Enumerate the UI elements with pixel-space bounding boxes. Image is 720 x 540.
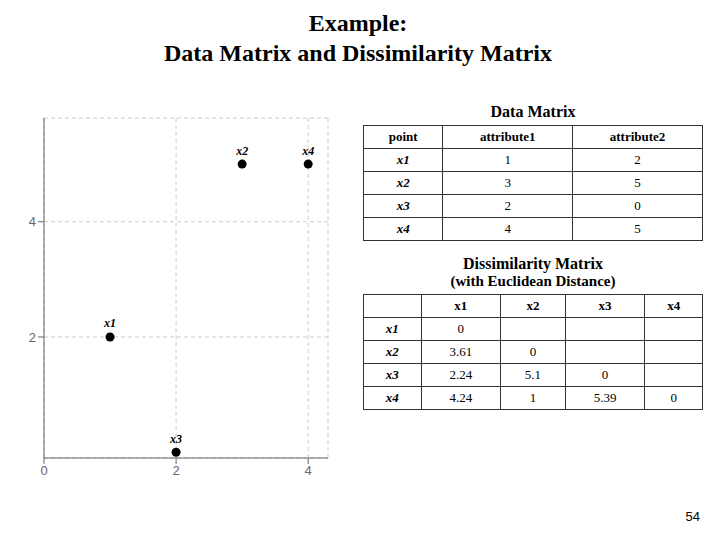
html-text:3: 3 <box>504 175 511 190</box>
html-text:3.61: 3.61 <box>449 344 473 359</box>
html-text:0: 0 <box>634 198 641 213</box>
html-text:x1: x1 <box>396 152 410 167</box>
html-text:0: 0 <box>529 344 537 359</box>
svg-text:2: 2 <box>172 463 179 478</box>
html-text:x3: x3 <box>598 298 612 313</box>
html-text:(with Euclidean Distance): (with Euclidean Distance) <box>450 273 616 289</box>
html-text:1: 1 <box>529 390 537 405</box>
html-text:x2: x2 <box>385 344 399 359</box>
html-text:x1: x1 <box>385 321 399 336</box>
html-text:0: 0 <box>457 321 465 336</box>
html-text:x1: x1 <box>454 298 468 313</box>
html-text:point: point <box>388 129 418 144</box>
svg-text:x2: x2 <box>235 144 248 158</box>
html-text:attribute2: attribute2 <box>609 129 666 144</box>
svg-text:4: 4 <box>29 214 36 229</box>
svg-text:4: 4 <box>305 463 312 478</box>
html-text:5: 5 <box>634 175 641 190</box>
html-text:4.24: 4.24 <box>449 390 473 405</box>
html-text:54: 54 <box>685 509 700 524</box>
html-text:5: 5 <box>634 221 641 236</box>
html-text:x3: x3 <box>385 367 399 382</box>
html-text:Example:: Example: <box>308 10 408 36</box>
html-text:x2: x2 <box>526 298 540 313</box>
html-text:x4: x4 <box>385 390 399 405</box>
svg-text:x3: x3 <box>169 432 182 446</box>
svg-text:0: 0 <box>40 463 47 478</box>
html-text:5.1: 5.1 <box>524 367 542 382</box>
html-text:Data Matrix and Dissimilarity: Data Matrix and Dissimilarity Matrix <box>164 40 552 66</box>
html-text:x4: x4 <box>396 221 410 236</box>
html-text:0: 0 <box>670 390 677 405</box>
svg-text:2: 2 <box>29 330 36 345</box>
html-text:Data Matrix: Data Matrix <box>490 103 576 120</box>
svg-text:x1: x1 <box>103 316 116 330</box>
html-text:4: 4 <box>504 221 511 236</box>
html-text:2.24: 2.24 <box>449 367 473 382</box>
html-text:x3: x3 <box>396 198 410 213</box>
html-text:0: 0 <box>601 367 609 382</box>
html-text:attribute1: attribute1 <box>479 129 536 144</box>
html-text:Dissimilarity Matrix: Dissimilarity Matrix <box>463 255 603 272</box>
html-text:x2: x2 <box>396 175 410 190</box>
html-text:2: 2 <box>504 198 511 213</box>
svg-text:x4: x4 <box>301 144 314 158</box>
html-text:x4: x4 <box>667 298 681 313</box>
html-text:1: 1 <box>504 152 511 167</box>
html-text:2: 2 <box>634 152 641 167</box>
html-text:5.39: 5.39 <box>593 390 617 405</box>
